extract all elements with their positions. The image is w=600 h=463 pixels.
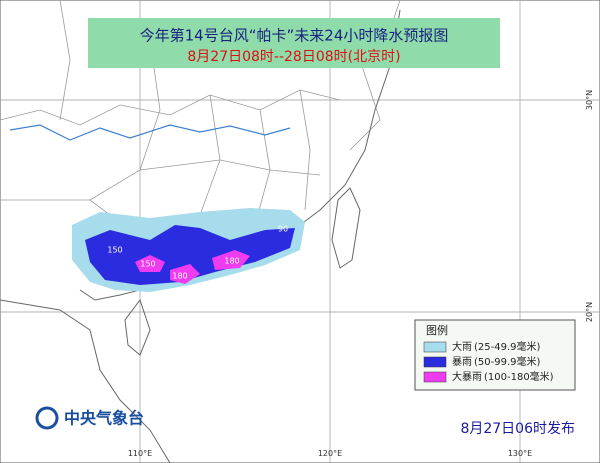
lat-label: 20°N [585,302,594,322]
lon-label: 130°E [508,449,532,458]
legend-label: 大雨 [452,340,472,353]
title: 今年第14号台风“帕卡”未来24小时降水预报图 [140,27,449,45]
legend-label: 暴雨 [452,356,472,368]
legend-items: 大雨 (25-49.9毫米)暴雨 (50-99.9毫米) 大暴雨 (100-180毫米) [423,340,554,383]
legend-range: (100-180毫米) [484,370,554,383]
legend-swatch [423,341,447,353]
lon-label: 110°E [128,449,152,458]
title-box [88,18,500,68]
contour-labels: 150 150 180 180 90 [107,225,288,281]
severe-rainstorm-area [212,250,250,270]
contour-label: 150 [107,246,122,255]
agency: 中央气象台 [64,409,144,428]
legend-title: 图例 [426,323,448,337]
coastline [0,299,171,463]
legend-swatch [423,356,447,368]
contour-label: 150 [140,260,155,269]
rainstorm-area [85,225,295,285]
subtitle: 8月27日08时--28日08时(北京时) [187,49,400,65]
contour-label: 180 [172,272,187,281]
lon-label: 120°E [318,449,342,458]
legend-label: 大暴雨 [452,370,482,383]
severe-rainstorm-area [135,255,165,272]
province-borders [0,0,401,231]
legend-range: (25-49.9毫米) [474,340,541,353]
lat-label: 30°N [585,90,594,110]
severe-rainstorm-area [170,264,200,284]
river [9,124,291,141]
legend-range: (50-99.9毫米) [474,355,541,368]
contour-label: 90 [278,225,288,234]
issued-time: 8月27日06时发布 [460,421,575,437]
logo [35,406,59,430]
legend-swatch [423,371,447,383]
contour-label: 180 [224,257,239,266]
